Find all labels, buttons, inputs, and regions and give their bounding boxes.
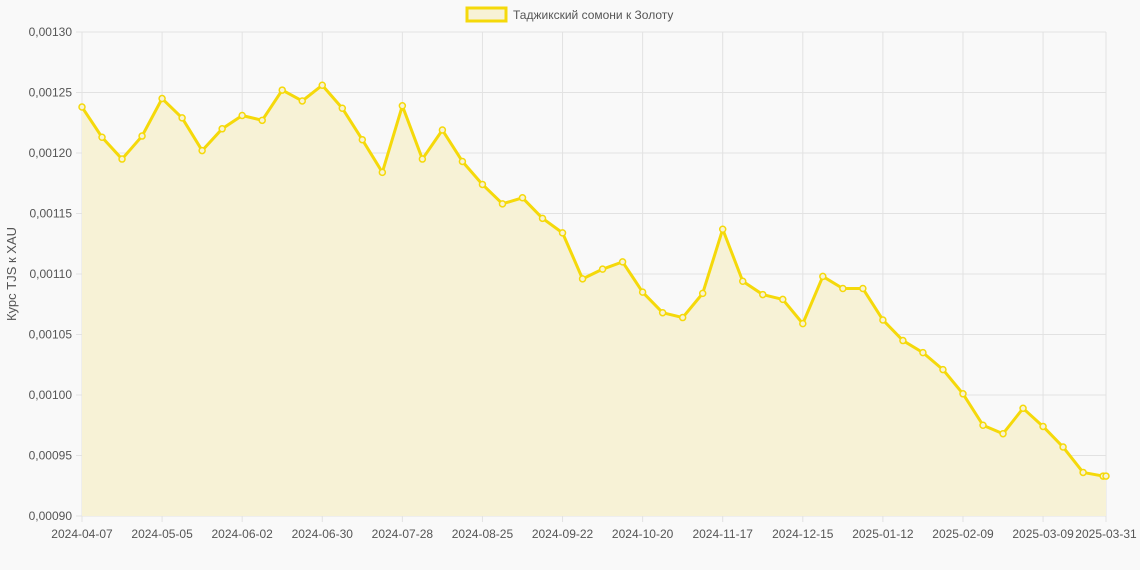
data-point[interactable]: 2024-09-15: 0.001146 [538,214,547,223]
data-point[interactable]: 2025-03-16: 0.000957 [1059,443,1067,451]
data-point[interactable]: 2025-02-16: 0.000975 [979,421,987,429]
data-point[interactable]: 2024-12-22: 0.001098 [819,272,827,281]
data-point[interactable]: 2024-07-14: 0.001211 [358,135,367,144]
data-point[interactable]: 2024-12-01: 0.001083 [759,290,767,299]
x-tick-label: 2024-08-25 [452,527,514,541]
x-tick-label: 2024-10-20 [612,527,674,541]
y-tick-label: 0,00105 [29,328,73,342]
x-tick-label: 2025-03-09 [1012,527,1074,541]
data-point[interactable]: 2024-12-15: 0.001059 [799,319,807,328]
x-tick-label: 2024-06-30 [292,527,354,541]
x-tick-label: 2024-09-22 [532,527,594,541]
x-tick-label: 2025-03-31 [1075,527,1137,541]
series-area [82,85,1106,517]
x-tick-label: 2024-07-28 [372,527,434,541]
points-layer: 2024-04-07: 0.001238 2024-04-14: 0.001213… [78,81,1110,480]
data-point[interactable]: 2024-08-04: 0.001195 [418,155,427,163]
data-point[interactable]: 2024-12-29: 0.001088 [839,284,847,293]
data-point[interactable]: 2024-08-11: 0.001219 [438,126,447,134]
data-point[interactable]: 2024-06-30: 0.001256 [318,81,327,89]
data-point[interactable]: 2024-11-24: 0.001094 [738,277,747,286]
x-axis: 2024-04-07 2024-05-05 2024-06-02 2024-06-30… [51,527,1137,541]
data-point[interactable]: 2025-02-02: 0.001021 [939,365,947,374]
data-point[interactable]: 2024-07-28: 0.001239 [398,102,407,110]
x-tick-label: 2024-04-07 [51,527,113,541]
x-tick-label: 2024-06-02 [211,527,273,541]
data-point[interactable]: 2024-10-20: 0.001085 [638,288,647,296]
y-tick-label: 0,00125 [29,86,73,100]
y-tick-label: 0,00120 [29,146,73,160]
data-point[interactable]: 2024-05-05: 0.001245 [158,94,166,103]
y-tick-label: 0,00110 [30,267,73,281]
data-point[interactable]: 2025-01-19: 0.001045 [899,336,907,345]
y-axis: 0,00090 0,00095 0,00100 0,00105 0,00110 0,001… [29,25,73,523]
data-point[interactable]: 2024-04-07: 0.001238 [78,103,86,111]
data-point[interactable]: 2024-11-10: 0.001084 [698,289,707,298]
legend-label[interactable]: Таджикский сомони к Золоту [513,8,673,22]
data-point[interactable]: 2024-11-17: 0.001137 [718,225,727,233]
x-tick-label: 2024-05-05 [131,527,193,541]
data-point[interactable]: 2024-07-21: 0.001184 [378,168,387,177]
data-point[interactable]: 2025-03-23: 0.000936 [1079,468,1087,477]
data-point[interactable]: 2024-10-06: 0.001104 [598,265,607,273]
data-point[interactable]: 2025-03-09: 0.000974 [1039,422,1047,431]
x-tick-label: 2025-01-12 [852,527,914,541]
y-tick-label: 0,00090 [29,509,73,523]
data-point[interactable]: 2024-06-23: 0.001243 [298,97,306,105]
data-point[interactable]: 2024-04-14: 0.001213 [98,133,106,142]
data-point[interactable]: 2024-08-25: 0.001174 [478,180,487,189]
y-tick-label: 0,00100 [29,388,73,402]
y-tick-label: 0,00130 [29,25,73,39]
data-point[interactable]: 2024-09-08: 0.001163 [518,194,527,202]
data-point[interactable]: 2025-02-23: 0.000968 [999,429,1007,438]
data-point[interactable]: 2024-06-02: 0.001231 [238,111,246,120]
y-tick-label: 0,00115 [30,207,73,221]
data-point[interactable]: 2024-09-22: 0.001134 [558,229,567,237]
x-tick-label: 2024-11-17 [692,527,753,541]
data-point[interactable]: 2024-05-19: 0.001202 [198,146,206,155]
data-point[interactable]: 2024-06-09: 0.001227 [258,116,266,125]
data-point[interactable]: 2024-04-21: 0.001195 [118,155,126,163]
data-point[interactable]: 2025-03-02: 0.000989 [1019,404,1027,413]
area-layer [82,85,1106,517]
legend-swatch[interactable] [465,6,508,23]
data-point[interactable]: 2024-10-13: 0.00111 [618,258,627,266]
data-point[interactable]: 2025-02-09: 0.001001 [959,390,967,398]
data-point[interactable]: 2024-04-28: 0.001214 [138,132,146,140]
y-tick-label: 0,00095 [29,449,73,463]
y-axis-title: Курс TJS к XAU [4,227,19,321]
x-tick-label: 2024-12-15 [772,527,834,541]
data-point[interactable]: 2024-11-03: 0.001064 [678,313,687,322]
data-point[interactable]: 2024-06-16: 0.001252 [278,86,286,94]
data-point[interactable]: 2024-08-18: 0.001193 [458,157,467,166]
data-point[interactable]: 2024-10-27: 0.001068 [658,308,667,317]
data-point[interactable]: 2024-07-07: 0.001237 [338,104,347,112]
legend[interactable]: Таджикский сомони к Золоту [465,6,673,23]
data-point[interactable]: 2024-09-01: 0.001158 [498,200,507,208]
data-point[interactable]: 2025-01-12: 0.001062 [879,316,887,324]
data-point[interactable]: 2024-05-12: 0.001229 [178,114,186,122]
data-point[interactable]: 2024-05-26: 0.00122 [218,125,226,133]
data-point[interactable]: 2025-01-05: 0.001088 [859,284,867,293]
data-point[interactable]: 2025-03-31: 0.000933 [1102,472,1110,480]
data-point[interactable]: 2024-09-29: 0.001096 [578,275,587,283]
data-point[interactable]: 2024-12-08: 0.001079 [779,295,787,304]
data-point[interactable]: 2025-01-26: 0.001035 [919,348,927,357]
x-tick-label: 2025-02-09 [932,527,994,541]
